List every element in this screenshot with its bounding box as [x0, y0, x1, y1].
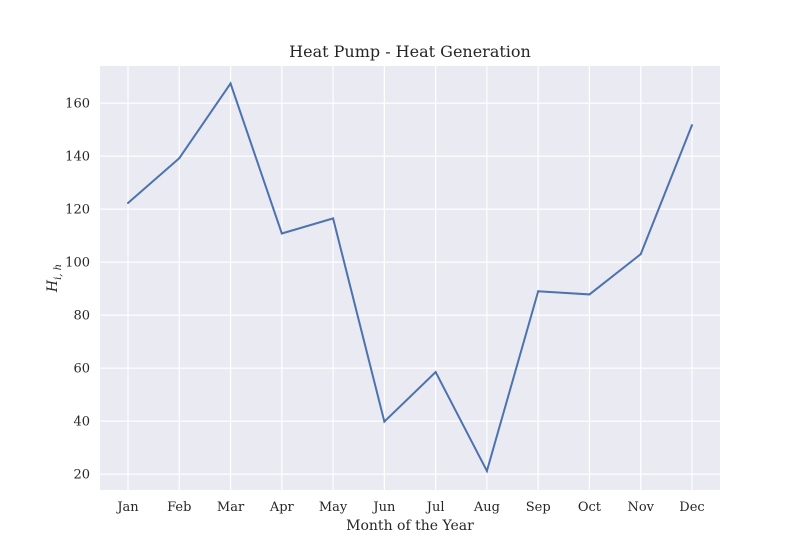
data-point: [383, 420, 386, 423]
plot-area: [100, 66, 720, 490]
x-tick-label: Sep: [526, 500, 551, 515]
x-tick-label: Mar: [217, 500, 245, 515]
y-tick-label: 100: [65, 256, 90, 271]
data-point: [434, 371, 437, 374]
y-tick-labels: 20 40 60 80 100 120 140 160: [65, 97, 90, 483]
y-tick-label: 160: [65, 97, 90, 112]
y-tick-label: 60: [73, 362, 90, 377]
data-point: [485, 469, 488, 472]
y-tick-label: 140: [65, 150, 90, 165]
x-tick-label: Apr: [269, 500, 295, 515]
y-tick-label: 40: [73, 415, 90, 430]
x-tick-label: Jun: [371, 500, 396, 515]
grid-lines: [100, 66, 720, 490]
y-tick-label: 80: [73, 309, 90, 324]
data-point: [178, 157, 181, 160]
y-tick-label: 20: [73, 468, 90, 483]
series-line: [127, 81, 693, 474]
x-axis-label: Month of the Year: [346, 518, 474, 534]
data-point: [332, 217, 335, 220]
data-point: [691, 124, 693, 127]
data-point: [639, 253, 642, 256]
x-tick-label: Nov: [627, 500, 654, 515]
y-axis-label-main: H: [45, 279, 61, 293]
data-point: [537, 290, 540, 293]
x-tick-label: Dec: [679, 500, 704, 515]
data-point: [588, 293, 591, 296]
x-tick-label: Jul: [425, 500, 445, 515]
x-tick-label: Aug: [473, 500, 500, 515]
x-tick-label: Feb: [167, 500, 191, 515]
x-tick-label: Jan: [115, 500, 139, 515]
data-point: [280, 232, 283, 235]
x-tick-labels: Jan Feb Mar Apr May Jun Jul Aug Sep Oct Nov Dec: [115, 500, 704, 515]
data-point: [229, 82, 232, 85]
y-axis-label-subscript: i, h: [53, 264, 64, 280]
y-axis-label: Hi, h: [45, 264, 64, 293]
x-tick-label: Oct: [578, 500, 602, 515]
x-tick-label: May: [319, 500, 348, 515]
series-layer: [127, 81, 693, 474]
y-tick-label: 120: [65, 203, 90, 218]
chart-title: Heat Pump - Heat Generation: [289, 42, 531, 61]
data-point: [127, 202, 129, 205]
